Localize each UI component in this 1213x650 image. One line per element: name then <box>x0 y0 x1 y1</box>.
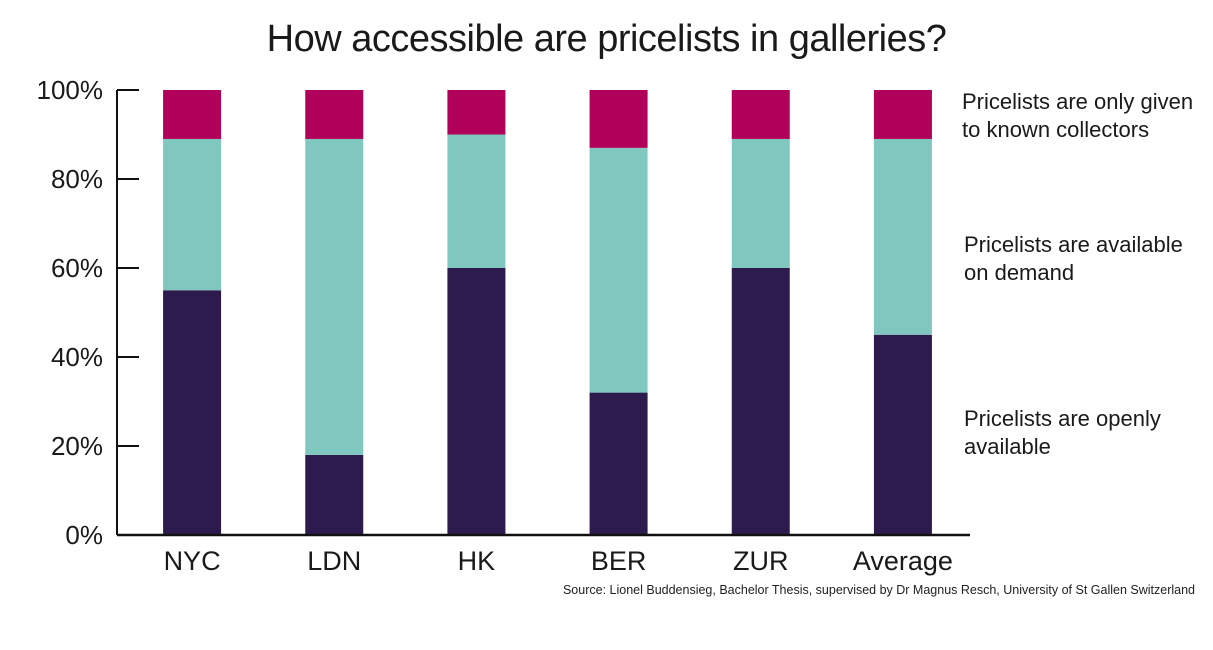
bars-layer <box>163 90 932 535</box>
x-tick-label: Average <box>853 546 953 576</box>
bar-hk-series-2 <box>447 90 506 135</box>
legend-open-line-2: available <box>964 434 1051 459</box>
x-tick-label: ZUR <box>733 546 789 576</box>
bar-average-series-2 <box>873 90 932 139</box>
legend-open: Pricelists are openly available <box>964 405 1209 461</box>
legend-collectors-line-1: Pricelists are only given <box>962 89 1194 114</box>
y-tick-label: 100% <box>37 75 104 105</box>
legend-demand: Pricelists are available on demand <box>964 231 1209 287</box>
y-tick-label: 20% <box>51 431 103 461</box>
bar-hk-series-1 <box>447 134 506 268</box>
bar-ldn-series-2 <box>305 90 364 139</box>
legend-open-line-1: Pricelists are openly <box>964 406 1161 431</box>
bar-nyc-series-1 <box>163 138 222 291</box>
bar-ldn-series-1 <box>305 138 364 455</box>
y-tick-label: 40% <box>51 342 103 372</box>
x-tick-label: LDN <box>307 546 361 576</box>
y-tick-label: 80% <box>51 164 103 194</box>
bar-ber-series-1 <box>589 147 648 393</box>
legend-demand-line-2: on demand <box>964 260 1075 285</box>
y-tick-label: 60% <box>51 253 103 283</box>
legend-collectors: Pricelists are only given to known colle… <box>962 88 1207 144</box>
x-tick-label: HK <box>458 546 496 576</box>
bar-hk-series-0 <box>447 268 506 535</box>
y-tick-label: 0% <box>65 520 103 550</box>
bar-ber-series-2 <box>589 90 648 148</box>
legend-collectors-line-2: to known collectors <box>962 117 1150 142</box>
bar-zur-series-0 <box>731 268 790 535</box>
bar-nyc-series-0 <box>163 290 222 535</box>
axes-layer: NYC LDN HK BER ZUR Average 0% 20% 40% 60% 80% 100% <box>37 75 970 576</box>
source-note: Source: Lionel Buddensieg, Bachelor Thes… <box>562 583 1195 597</box>
bar-nyc-series-2 <box>163 90 222 139</box>
legend-demand-line-1: Pricelists are available <box>964 232 1183 257</box>
chart-title: How accessible are pricelists in galleri… <box>266 18 947 60</box>
bar-ber-series-0 <box>589 392 648 535</box>
bar-average-series-1 <box>873 138 932 335</box>
bar-zur-series-2 <box>731 90 790 139</box>
bar-average-series-0 <box>873 334 932 535</box>
x-tick-label: BER <box>591 546 647 576</box>
bar-zur-series-1 <box>731 138 790 268</box>
bar-ldn-series-0 <box>305 454 364 535</box>
x-tick-label: NYC <box>164 546 221 576</box>
